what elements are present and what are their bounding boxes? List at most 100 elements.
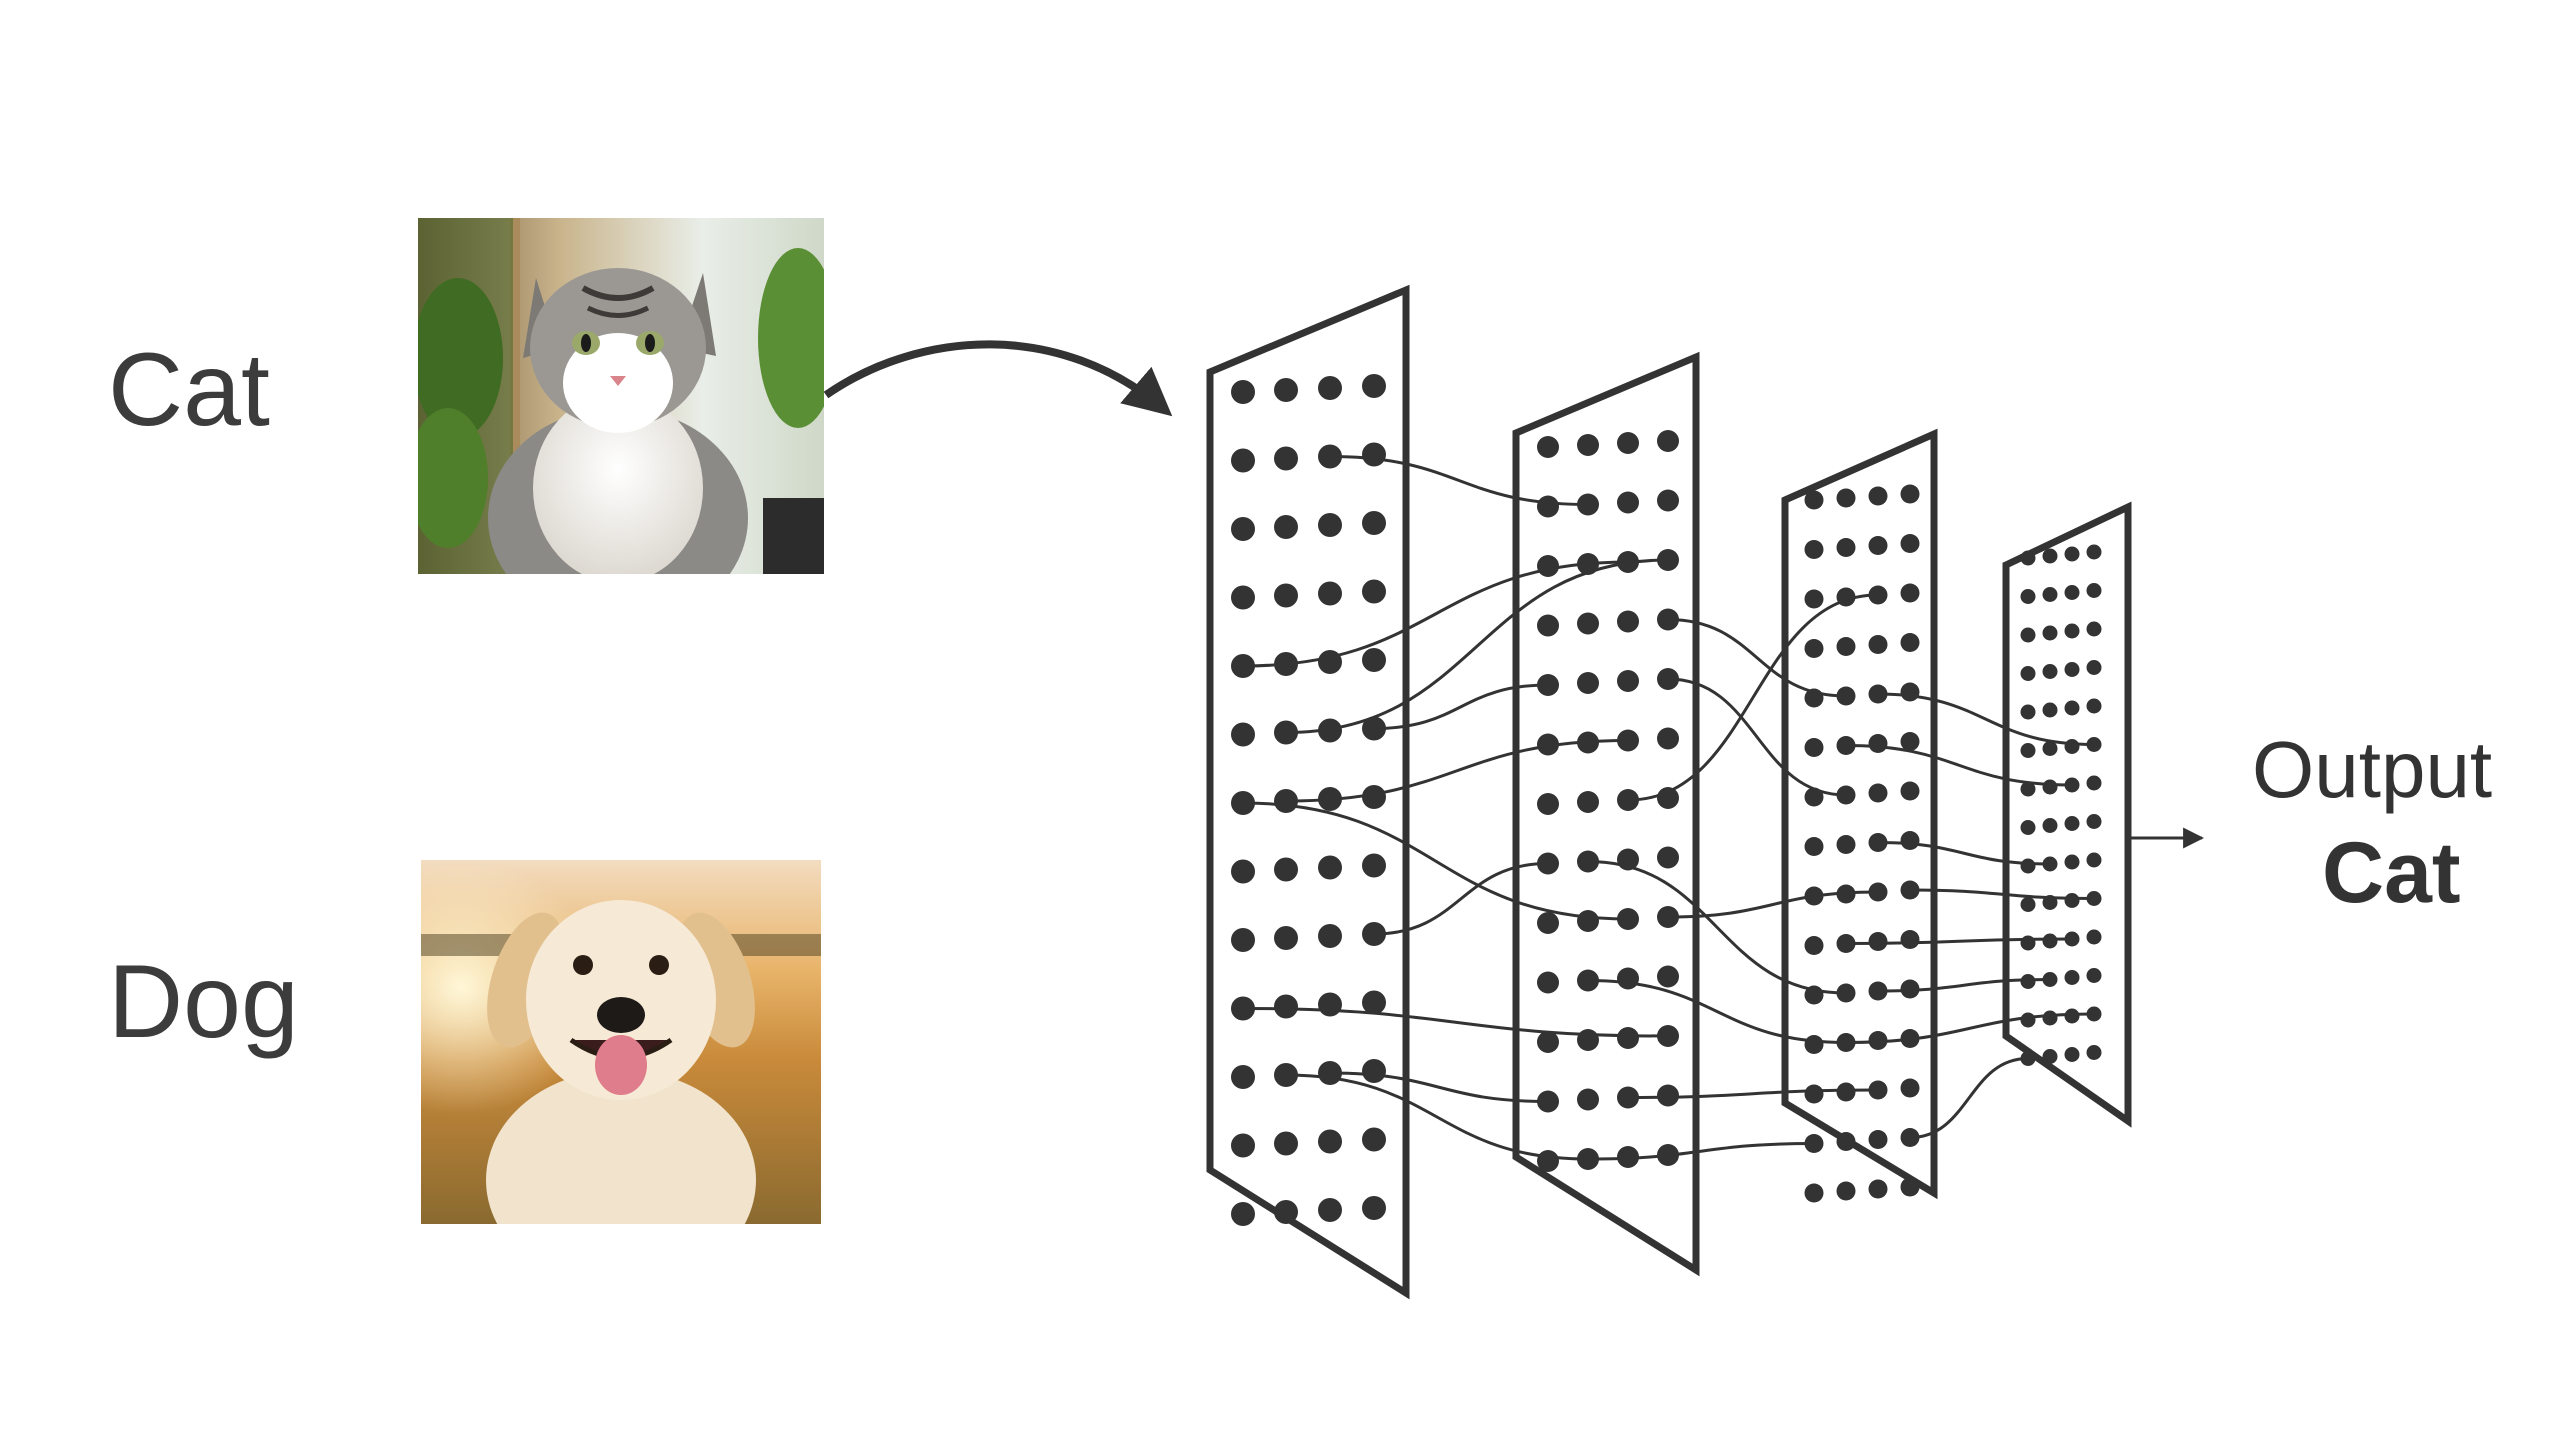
neuron [2064, 1008, 2080, 1024]
layer-3-panel [1781, 428, 1938, 1200]
dog-label: Dog [108, 944, 299, 1060]
neuron [1231, 928, 1255, 952]
neuron [2020, 1051, 2036, 1066]
neuron [1804, 738, 1824, 757]
neuron [1537, 614, 1559, 637]
neuron [2086, 814, 2102, 829]
neuron [1657, 965, 1679, 988]
neuron [1362, 374, 1386, 398]
cat-label: Cat [108, 332, 270, 448]
neuron [1577, 1029, 1599, 1051]
neuron [1231, 859, 1255, 884]
neuron [1231, 654, 1255, 678]
neuron [1577, 791, 1599, 813]
neuron [1362, 1059, 1386, 1083]
neuron [2086, 968, 2102, 983]
neuron [1318, 924, 1342, 948]
neuron [1868, 635, 1888, 654]
neuron [1537, 436, 1559, 458]
neuron [1868, 932, 1888, 951]
neuron [1274, 926, 1298, 950]
neuron [1868, 882, 1888, 902]
neuron [1318, 718, 1342, 743]
neuron [2064, 585, 2080, 600]
neuron [1362, 511, 1386, 535]
neuron [1231, 448, 1255, 473]
neuron [1804, 936, 1824, 955]
neuron [1231, 517, 1255, 541]
neuron [2020, 704, 2036, 720]
neuron [1836, 488, 1856, 508]
neuron [1537, 852, 1559, 875]
neuron [1836, 1033, 1856, 1052]
neuron [1836, 587, 1856, 607]
neuron [1362, 785, 1386, 809]
neuron [2064, 739, 2080, 754]
neuron [2064, 854, 2080, 870]
neuron [1804, 540, 1824, 559]
neuron [1900, 979, 1920, 999]
neuron [1617, 729, 1639, 752]
neuron [1836, 1082, 1856, 1102]
neuron [1804, 837, 1824, 856]
neuron [1617, 967, 1639, 990]
neuron [1362, 648, 1386, 672]
neuron [1274, 994, 1298, 1019]
neuron [2086, 1006, 2102, 1022]
neuron [1657, 1144, 1679, 1166]
neuron [1274, 378, 1298, 402]
neuron [1868, 684, 1888, 704]
neuron [1537, 912, 1559, 934]
neuron [2042, 548, 2058, 564]
neuron [1537, 495, 1559, 518]
neuron [1537, 1150, 1559, 1172]
neuron [1617, 551, 1639, 573]
neuron [1804, 985, 1824, 1005]
connection [1285, 558, 1669, 734]
neuron [2020, 897, 2036, 912]
neuron [2086, 737, 2102, 752]
neuron [1617, 848, 1639, 871]
neuron [1900, 1128, 1920, 1147]
neuron [1274, 446, 1298, 471]
neuron [1231, 1065, 1255, 1089]
neuron [1836, 637, 1856, 656]
neuron [2086, 929, 2102, 945]
neuron [1577, 612, 1599, 635]
neuron [1868, 486, 1888, 506]
neuron [1657, 846, 1679, 869]
neuron [1804, 1183, 1824, 1203]
connection [1373, 683, 1549, 730]
neuron [1577, 493, 1599, 516]
neuron [1318, 513, 1342, 537]
neuron [2064, 816, 2080, 831]
neuron [2042, 741, 2058, 756]
neuron [2042, 702, 2058, 718]
neuron [1804, 639, 1824, 658]
neuron [1362, 579, 1386, 604]
neuron [1804, 886, 1824, 906]
neuron [2042, 1049, 2058, 1064]
neuron [2086, 1045, 2102, 1060]
neuron [1804, 1084, 1824, 1104]
neuron [1657, 608, 1679, 631]
neuron [1274, 1200, 1298, 1224]
neuron [2086, 852, 2102, 868]
neuron [1900, 781, 1920, 801]
neuron [2086, 583, 2102, 598]
neuron [1868, 1080, 1888, 1100]
neuron [1900, 484, 1920, 504]
connection [1909, 1057, 2029, 1139]
neuron [2020, 550, 2036, 566]
neuron [1836, 686, 1856, 706]
neuron [1577, 1088, 1599, 1111]
neuron [1657, 489, 1679, 512]
neuron [1537, 793, 1559, 815]
neuron [1657, 668, 1679, 690]
neuron [1617, 610, 1639, 633]
neuron [2086, 660, 2102, 675]
neuron [2064, 623, 2080, 639]
neuron [1617, 1146, 1639, 1168]
neuron [1868, 981, 1888, 1001]
